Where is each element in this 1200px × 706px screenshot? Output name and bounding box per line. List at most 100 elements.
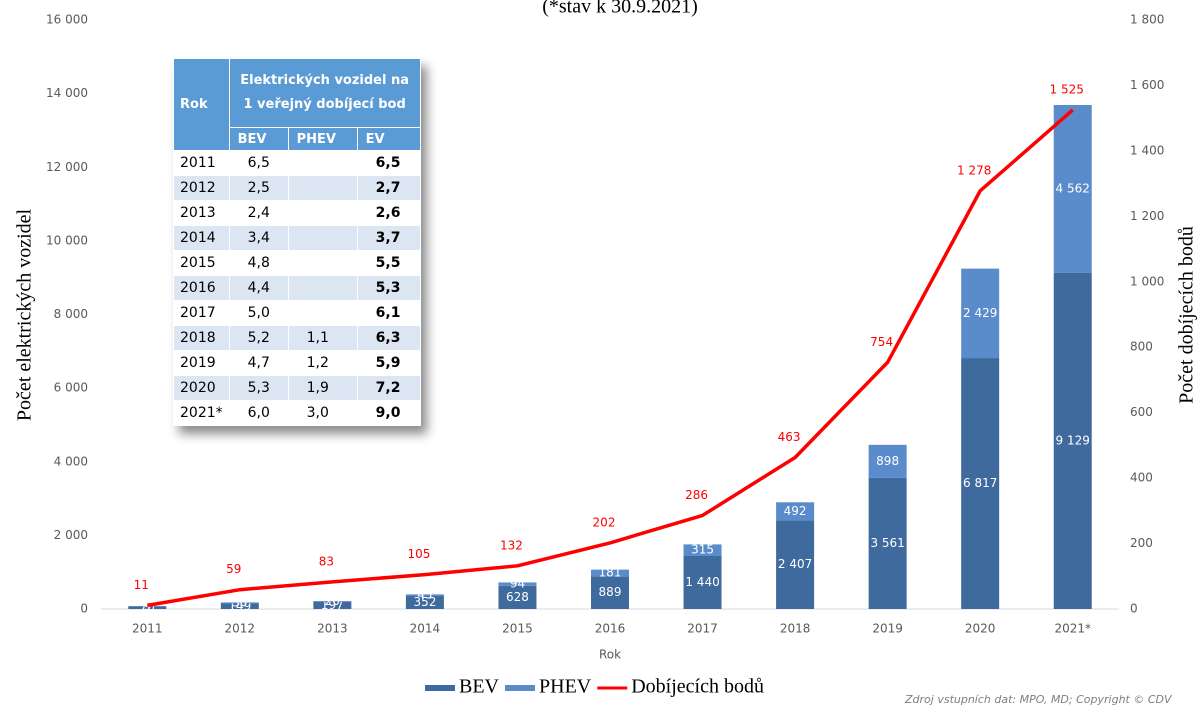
bar-label: 2 407 [778,557,812,571]
bar-segment [776,520,815,609]
table-cell: 5,3 [228,375,289,401]
table-cell [287,150,358,176]
source: Zdroj vstupních dat: MPO, MD; Copyright … [904,693,1173,706]
table-cell: 4,4 [228,275,289,301]
bar-label: 149 [228,599,251,613]
table-cell: 6,3 [356,325,421,351]
table-cell: 5,3 [356,275,421,301]
tick-label: 2 000 [54,528,88,542]
bar-segment [405,594,444,597]
table-cell: 2011 [173,150,230,176]
bar-label: 9 129 [1056,433,1090,447]
tick-label: 4 000 [54,454,88,468]
tick-label: 6 000 [54,381,88,395]
bar-segment [683,544,722,556]
table-cell: 2020 [173,375,230,401]
bar-label: 30 [232,595,247,609]
table-cell: 3,7 [356,225,421,251]
tick-label: 200 [1130,536,1153,550]
table-row: 2015 4,8 5,5 [173,250,421,276]
bar-segment [220,603,259,609]
table-row: 2018 5,2 1,1 6,3 [173,325,421,351]
table-cell: BEV [228,127,289,151]
line-label: 1 278 [957,163,991,177]
tick-label: 8 000 [54,307,88,321]
tick-label: 800 [1130,340,1153,354]
table-cell: 2,6 [356,200,421,226]
table-cell: 2,5 [228,175,289,201]
line-label: 286 [685,488,708,502]
bar-segment [313,601,352,609]
line-label: 132 [500,538,523,552]
table-cell: 2014 [173,225,230,251]
table-cell: 5,9 [356,350,421,376]
table-cell: 9,0 [356,400,421,426]
tick-label: 12 000 [46,160,88,174]
bar-segment [128,606,167,609]
x-tick-label: 2013 [317,622,348,636]
table-row: BEV PHEV EV [174,127,421,151]
x-tick-label: 2014 [410,622,441,636]
bar-segment [498,585,537,609]
bar-label: 45 [417,588,432,602]
bar-segment [961,358,1000,609]
line-label: 754 [870,335,893,349]
table-cell: 4,8 [228,250,289,276]
table-row: 2013 2,4 2,6 [173,200,421,226]
line-label: 463 [778,430,801,444]
line-label: 83 [319,554,334,568]
tick-label: 0 [80,602,88,616]
table-cell: 1,2 [287,350,358,376]
legend-swatch [505,685,535,691]
table-cell: 2018 [173,325,230,351]
legend-label: PHEV [539,676,592,698]
table-cell: 3,4 [228,225,289,251]
table-cell: 6,1 [356,300,421,326]
table-cell: 4,7 [228,350,289,376]
y-axis-label: Počet elektrických vozidel [14,208,36,421]
table-cell: 1,1 [287,325,358,351]
table-row: 2014 3,4 3,7 [173,225,421,251]
line-label: 11 [134,578,149,592]
bar-segment [776,502,815,521]
bar-label: 2 429 [963,306,997,320]
table-cell: 6,5 [228,150,289,176]
table-cell: 5,2 [228,325,289,351]
x-tick-label: 2012 [225,622,256,636]
bar-segment [868,477,907,609]
y2-axis-label: Počet dobíjecích bodů [1176,226,1198,404]
table-cell: EV [356,127,421,151]
bar-label: 628 [506,590,529,604]
line [146,108,1074,608]
legend-label: BEV [459,676,500,698]
table-cell [287,275,358,301]
tick-label: 0 [1130,602,1138,616]
line-label: 59 [226,562,241,576]
tick-label: 1 800 [1130,13,1164,27]
x-tick-label: 2015 [502,622,533,636]
table-row: 2020 5,3 1,9 7,2 [173,375,421,401]
tick-label: 400 [1130,471,1153,485]
table-cell: 2021* [173,400,230,426]
table-cell: 5,5 [356,250,421,276]
table-cell: 2,7 [356,175,421,201]
table-cell: 2017 [173,300,230,326]
bar-segment [220,602,259,604]
table-cell: 2,4 [228,200,289,226]
tick-label: 1 200 [1130,209,1164,223]
tick-label: 1 400 [1130,143,1164,157]
bar-segment [868,444,907,478]
bar-label: 94 [510,577,525,591]
tick-label: 14 000 [46,86,88,100]
tick-label: 1 000 [1130,274,1164,288]
table-cell: 2019 [173,350,230,376]
x-tick-label: 2020 [965,622,996,636]
bar-segment [591,569,629,577]
table-cell: PHEV [287,127,358,151]
bar-label: 20 [325,594,340,608]
table-row: 2012 2,5 2,7 [173,175,421,201]
legend-label: Dobíjecích bodů [631,676,764,698]
bar-label: 352 [413,595,436,609]
